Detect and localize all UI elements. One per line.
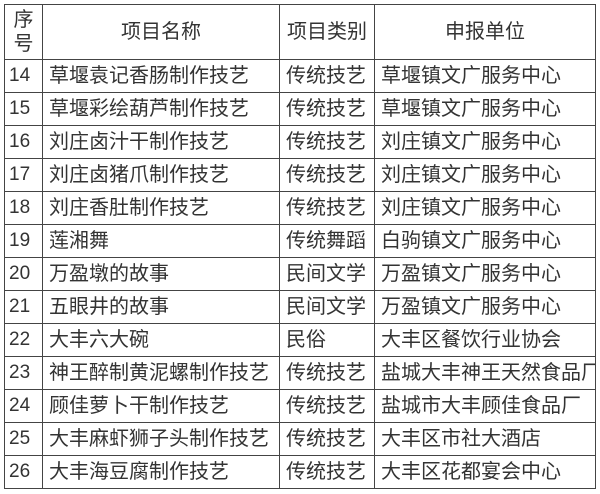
cell-project-name: 刘庄卤汁干制作技艺 [42, 125, 280, 159]
cell-index: 21 [4, 290, 43, 324]
table-row: 24 顾佳萝卜干制作技艺 传统技艺 盐城市大丰顾佳食品厂 [4, 389, 596, 423]
cell-project-name: 草堰彩绘葫芦制作技艺 [42, 92, 280, 126]
table-row: 17 刘庄卤猪爪制作技艺 传统技艺 刘庄镇文广服务中心 [4, 158, 596, 192]
table-row: 15 草堰彩绘葫芦制作技艺 传统技艺 草堰镇文广服务中心 [4, 92, 596, 126]
cell-category: 传统技艺 [279, 92, 375, 126]
table-row: 21 五眼井的故事 民间文学 万盈镇文广服务中心 [4, 290, 596, 324]
header-category: 项目类别 [279, 4, 375, 60]
cell-index: 18 [4, 191, 43, 225]
cell-category: 传统技艺 [279, 158, 375, 192]
cell-category: 民间文学 [279, 257, 375, 291]
cell-project-name: 神王醉制黄泥螺制作技艺 [42, 356, 280, 390]
cell-applicant: 大丰区市社大酒店 [374, 422, 596, 456]
cell-project-name: 大丰海豆腐制作技艺 [42, 455, 280, 489]
cell-category: 民间文学 [279, 290, 375, 324]
cell-project-name: 五眼井的故事 [42, 290, 280, 324]
cell-applicant: 万盈镇文广服务中心 [374, 257, 596, 291]
table-row: 20 万盈墩的故事 民间文学 万盈镇文广服务中心 [4, 257, 596, 291]
table-row: 19 莲湘舞 传统舞蹈 白驹镇文广服务中心 [4, 224, 596, 258]
cell-category: 传统技艺 [279, 455, 375, 489]
cell-applicant: 大丰区餐饮行业协会 [374, 323, 596, 357]
cell-applicant: 刘庄镇文广服务中心 [374, 191, 596, 225]
cell-applicant: 刘庄镇文广服务中心 [374, 125, 596, 159]
cell-applicant: 盐城市大丰顾佳食品厂 [374, 389, 596, 423]
cell-index: 20 [4, 257, 43, 291]
cell-index: 23 [4, 356, 43, 390]
cell-category: 传统技艺 [279, 356, 375, 390]
header-row: 序 号 项目名称 项目类别 申报单位 [4, 4, 596, 60]
heritage-project-table: 序 号 项目名称 项目类别 申报单位 14 草堰袁记香肠制作技艺 传统技艺 草堰镇文广… [4, 4, 596, 489]
cell-project-name: 大丰麻虾狮子头制作技艺 [42, 422, 280, 456]
table-row: 16 刘庄卤汁干制作技艺 传统技艺 刘庄镇文广服务中心 [4, 125, 596, 159]
cell-category: 民俗 [279, 323, 375, 357]
table-row: 18 刘庄香肚制作技艺 传统技艺 刘庄镇文广服务中心 [4, 191, 596, 225]
cell-applicant: 草堰镇文广服务中心 [374, 92, 596, 126]
cell-category: 传统技艺 [279, 191, 375, 225]
cell-category: 传统技艺 [279, 422, 375, 456]
header-applicant: 申报单位 [374, 4, 596, 60]
cell-applicant: 刘庄镇文广服务中心 [374, 158, 596, 192]
cell-project-name: 草堰袁记香肠制作技艺 [42, 59, 280, 93]
cell-applicant: 盐城大丰神王天然食品厂 [374, 356, 596, 390]
cell-project-name: 顾佳萝卜干制作技艺 [42, 389, 280, 423]
table-row: 22 大丰六大碗 民俗 大丰区餐饮行业协会 [4, 323, 596, 357]
cell-index: 24 [4, 389, 43, 423]
cell-index: 25 [4, 422, 43, 456]
cell-category: 传统技艺 [279, 125, 375, 159]
cell-project-name: 刘庄卤猪爪制作技艺 [42, 158, 280, 192]
cell-category: 传统技艺 [279, 389, 375, 423]
table-row: 23 神王醉制黄泥螺制作技艺 传统技艺 盐城大丰神王天然食品厂 [4, 356, 596, 390]
header-project-name: 项目名称 [42, 4, 280, 60]
cell-index: 19 [4, 224, 43, 258]
cell-applicant: 草堰镇文广服务中心 [374, 59, 596, 93]
cell-applicant: 万盈镇文广服务中心 [374, 290, 596, 324]
table-row: 14 草堰袁记香肠制作技艺 传统技艺 草堰镇文广服务中心 [4, 59, 596, 93]
table-row: 26 大丰海豆腐制作技艺 传统技艺 大丰区花都宴会中心 [4, 455, 596, 489]
cell-project-name: 万盈墩的故事 [42, 257, 280, 291]
cell-category: 传统技艺 [279, 59, 375, 93]
table-row: 25 大丰麻虾狮子头制作技艺 传统技艺 大丰区市社大酒店 [4, 422, 596, 456]
cell-index: 16 [4, 125, 43, 159]
cell-project-name: 刘庄香肚制作技艺 [42, 191, 280, 225]
cell-applicant: 大丰区花都宴会中心 [374, 455, 596, 489]
cell-project-name: 大丰六大碗 [42, 323, 280, 357]
cell-index: 14 [4, 59, 43, 93]
cell-applicant: 白驹镇文广服务中心 [374, 224, 596, 258]
cell-index: 22 [4, 323, 43, 357]
cell-category: 传统舞蹈 [279, 224, 375, 258]
header-index: 序 号 [4, 4, 43, 60]
cell-index: 26 [4, 455, 43, 489]
cell-index: 15 [4, 92, 43, 126]
cell-project-name: 莲湘舞 [42, 224, 280, 258]
cell-index: 17 [4, 158, 43, 192]
